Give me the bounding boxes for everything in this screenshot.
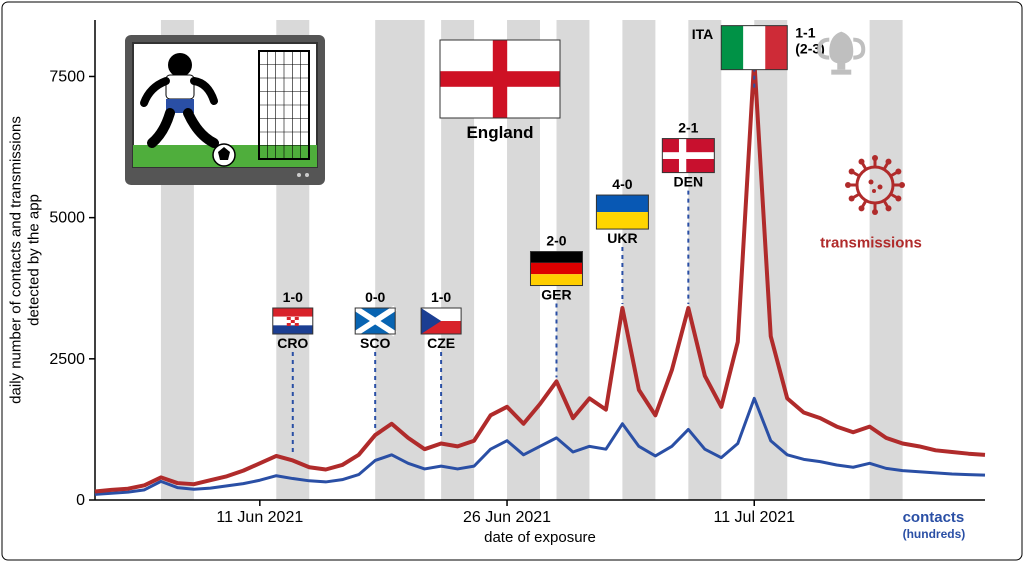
flag-ita-icon [721,26,787,70]
flag-cro-icon [273,308,313,334]
y-tick-label: 5000 [49,210,85,227]
x-tick-label: 11 Jul 2021 [713,509,795,526]
x-tick-label: 26 Jun 2021 [463,509,551,526]
match-code: UKR [607,230,637,246]
match-code: GER [541,287,571,303]
flag-cze-icon [421,308,461,334]
trophy-icon [819,32,863,75]
y-tick-label: 7500 [49,68,85,85]
match-code: CRO [277,335,308,351]
x-tick-label: 11 Jun 2021 [216,509,303,526]
match-code: CZE [427,335,455,351]
match-score: 0-0 [365,289,385,305]
y-tick-label: 0 [76,492,85,509]
tv-football-icon [125,35,325,185]
match-score: 2-1 [678,120,698,136]
y-tick-label: 2500 [49,351,85,368]
weekend-bar [688,20,721,500]
england-label: England [466,123,533,142]
flag-ukr-icon [596,195,648,229]
match-score: 1-1 [795,25,815,41]
flag-sco-icon [355,308,395,334]
match-score: 4-0 [612,176,632,192]
match-score: 1-0 [283,289,303,305]
contacts-label: contacts [903,509,965,526]
match-code: ITA [692,26,714,42]
match-code: DEN [674,174,704,190]
transmissions-label: transmissions [820,235,922,252]
match-code: SCO [360,335,390,351]
contacts-sublabel: (hundreds) [903,527,966,541]
y-axis-label: daily number of contacts and transmissio… [8,116,43,404]
flag-den-icon [662,139,714,173]
match-score: 2-0 [546,233,566,249]
flag-ger-icon [530,252,582,286]
x-axis-label: date of exposure [484,529,596,546]
weekend-bar [754,20,787,500]
match-score: 1-0 [431,289,451,305]
flag-england-icon [440,40,560,118]
